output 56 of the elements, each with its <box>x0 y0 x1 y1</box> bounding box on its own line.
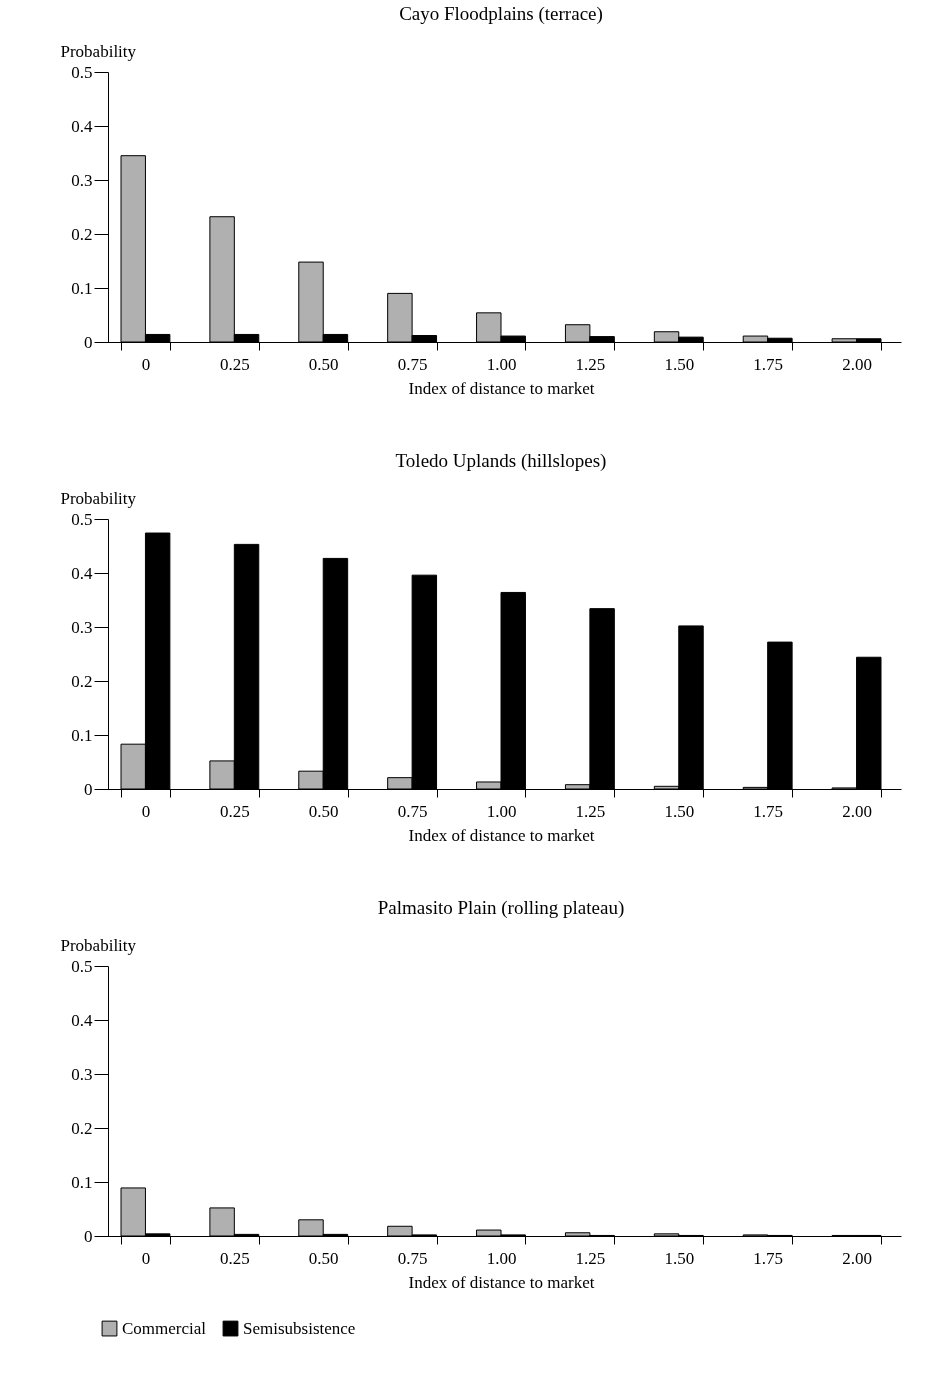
x-tick-label: 1.25 <box>575 354 606 374</box>
y-tick-label: 0.3 <box>71 170 93 190</box>
y-tick-label: 0.5 <box>71 62 93 82</box>
x-tick-label: 1.75 <box>753 1248 784 1268</box>
x-tick-label: 1.00 <box>486 354 517 374</box>
chart-title: Palmasito Plain (rolling plateau) <box>377 897 625 919</box>
y-tick-label: 0.3 <box>71 617 93 637</box>
y-tick-label: 0.1 <box>71 1172 93 1192</box>
x-tick-label: 0.50 <box>308 354 339 374</box>
x-tick-label: 1.50 <box>664 801 695 821</box>
x-tick-label: 0.75 <box>397 801 428 821</box>
y-tick-label: 0.2 <box>71 671 93 691</box>
y-tick-label: 0.5 <box>71 509 93 529</box>
legend-label: Commercial <box>122 1318 207 1338</box>
x-tick-label: 0 <box>141 354 151 374</box>
x-tick-label: 1.25 <box>575 801 606 821</box>
legend-label: Semisubsistence <box>243 1318 356 1338</box>
x-tick-label: 1.75 <box>753 801 784 821</box>
y-tick-label: 0.1 <box>71 278 93 298</box>
chart-title: Toledo Uplands (hillslopes) <box>395 450 607 472</box>
x-tick-label: 1.25 <box>575 1248 606 1268</box>
x-axis-title: Index of distance to market <box>408 1272 595 1292</box>
y-tick-label: 0.4 <box>71 563 93 583</box>
x-tick-label: 0.50 <box>308 1248 339 1268</box>
x-tick-label: 0 <box>141 801 151 821</box>
x-tick-label: 0.25 <box>219 354 250 374</box>
x-tick-label: 1.50 <box>664 1248 695 1268</box>
y-axis-title: Probability <box>60 488 137 508</box>
y-axis-title: Probability <box>60 935 137 955</box>
y-tick-label: 0.3 <box>71 1064 93 1084</box>
x-tick-label: 0.25 <box>219 1248 250 1268</box>
x-tick-label: 0.75 <box>397 1248 428 1268</box>
y-tick-label: 0.5 <box>71 956 93 976</box>
x-tick-label: 1.00 <box>486 1248 517 1268</box>
y-tick-label: 0.4 <box>71 1010 93 1030</box>
y-tick-label: 0 <box>84 779 93 799</box>
y-tick-label: 0.1 <box>71 725 93 745</box>
y-tick-label: 0 <box>84 332 93 352</box>
y-tick-label: 0 <box>84 1226 93 1246</box>
x-axis-title: Index of distance to market <box>408 825 595 845</box>
x-tick-label: 0 <box>141 1248 151 1268</box>
chart-title: Cayo Floodplains (terrace) <box>399 3 603 25</box>
x-tick-label: 0.75 <box>397 354 428 374</box>
y-tick-label: 0.4 <box>71 116 93 136</box>
x-tick-label: 2.00 <box>842 801 872 821</box>
y-axis-title: Probability <box>60 41 137 61</box>
x-tick-label: 0.50 <box>308 801 339 821</box>
x-tick-label: 1.50 <box>664 354 695 374</box>
x-tick-label: 2.00 <box>842 1248 872 1268</box>
x-tick-label: 2.00 <box>842 354 872 374</box>
x-tick-label: 1.00 <box>486 801 517 821</box>
x-tick-label: 1.75 <box>753 354 784 374</box>
x-axis-title: Index of distance to market <box>408 378 595 398</box>
y-tick-label: 0.2 <box>71 1118 93 1138</box>
x-tick-label: 0.25 <box>219 801 250 821</box>
y-tick-label: 0.2 <box>71 224 93 244</box>
